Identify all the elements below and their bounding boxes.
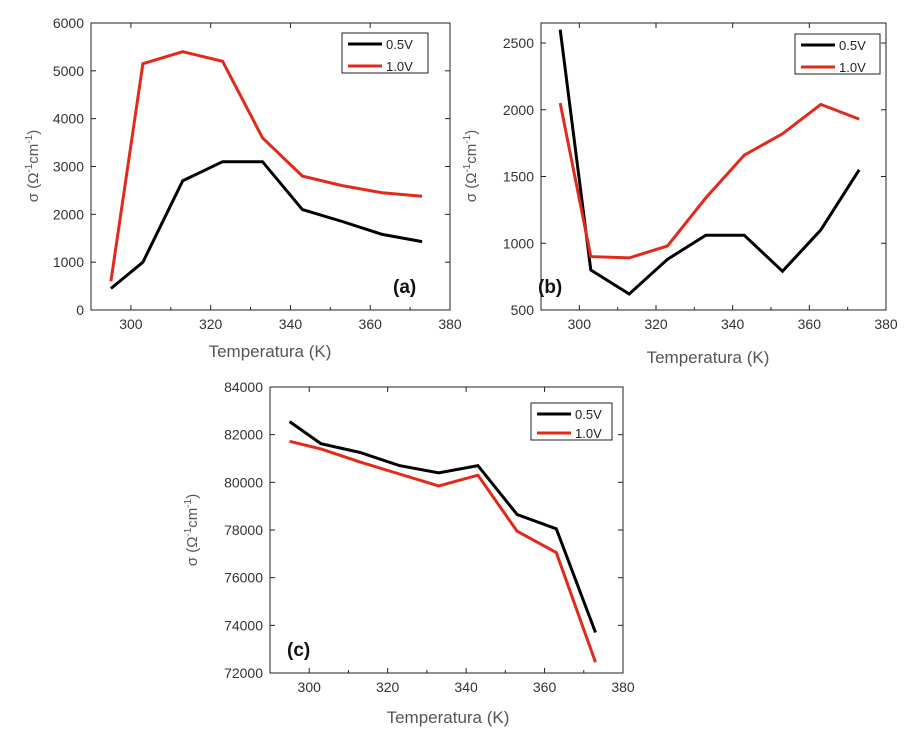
- y-axis-title-close: ): [184, 494, 201, 499]
- legend-label: 1.0V: [575, 426, 602, 441]
- legend-box: [794, 33, 881, 75]
- x-tick-label: 300: [119, 316, 143, 332]
- x-axis-title: Temperatura (K): [647, 348, 770, 367]
- x-tick-label: 380: [611, 679, 635, 695]
- plot-frame: [540, 22, 887, 311]
- legend-label: 0.5V: [839, 38, 866, 53]
- y-axis-title-sup1: -1: [183, 527, 194, 536]
- y-axis-title-mid: cm: [184, 508, 201, 528]
- y-tick-label: 2000: [53, 206, 84, 222]
- x-tick-label: 340: [454, 679, 478, 695]
- y-tick-label: 1000: [53, 254, 84, 270]
- y-axis-title-sup2: -1: [24, 134, 35, 143]
- y-tick-label: 78000: [224, 522, 263, 538]
- y-tick-label: 1500: [503, 169, 534, 185]
- panel-label: (b): [538, 277, 562, 298]
- x-tick-label: 360: [533, 679, 557, 695]
- y-tick-label: 2500: [503, 35, 534, 51]
- series-line-0-5V: [558, 29, 861, 296]
- legend-label: 0.5V: [575, 407, 602, 422]
- chart-panel-3: 300 320 340 360 380 72000 74000 76000 78000 80000…: [183, 379, 635, 727]
- y-tick-label: 80000: [224, 474, 263, 490]
- y-tick-label: 76000: [224, 570, 263, 586]
- series-line-0-5V: [109, 160, 423, 290]
- chart-panel-2: 300 320 340 360 380 500 1000 1500 2000 2500 0.5V 1.…: [462, 22, 898, 367]
- legend-label: 1.0V: [839, 60, 866, 75]
- x-tick-label: 320: [644, 316, 668, 332]
- x-tick-label: 340: [721, 316, 745, 332]
- x-tick-label: 320: [199, 316, 223, 332]
- y-axis-title-mid: cm: [463, 144, 480, 164]
- y-tick-label: 0: [76, 302, 84, 318]
- legend: 0.5V 1.0V: [794, 33, 881, 75]
- x-tick-label: 380: [874, 316, 898, 332]
- x-tick-label: 360: [359, 316, 383, 332]
- y-axis-title-sup1: -1: [462, 163, 473, 172]
- y-axis-title-sup1: -1: [24, 163, 35, 172]
- legend: 0.5V 1.0V: [530, 402, 613, 441]
- y-axis-title: σ (Ω-1cm-1): [462, 130, 480, 202]
- series-line-1-0V: [109, 50, 423, 282]
- x-tick-label: 300: [568, 316, 592, 332]
- series-line-1-0V: [558, 102, 860, 260]
- y-axis-title-sup2: -1: [462, 134, 473, 143]
- y-tick-label: 500: [511, 302, 535, 318]
- series-line-1-0V: [289, 439, 597, 663]
- y-tick-label: 3000: [53, 159, 84, 175]
- legend-label: 0.5V: [386, 37, 413, 52]
- y-axis-title-symbol: σ (Ω: [184, 537, 201, 567]
- y-tick-label: 72000: [224, 665, 263, 681]
- y-tick-label: 4000: [53, 111, 84, 127]
- y-tick-label: 1000: [503, 235, 534, 251]
- panel-label: (a): [393, 277, 416, 298]
- x-tick-label: 300: [298, 679, 322, 695]
- x-tick-label: 340: [279, 316, 303, 332]
- y-tick-label: 84000: [224, 379, 263, 395]
- y-axis-title-symbol: σ (Ω: [25, 173, 42, 203]
- chart-panels: 300 320 340 360 380 0 1000 2000 3000 4000 5000 6000…: [24, 15, 898, 727]
- x-axis-title: Temperatura (K): [387, 708, 510, 727]
- y-axis-title: σ (Ω-1cm-1): [183, 494, 201, 566]
- series-line-0-5V: [288, 420, 597, 634]
- y-tick-label: 82000: [224, 427, 263, 443]
- x-tick-label: 380: [438, 316, 462, 332]
- x-tick-label: 320: [376, 679, 400, 695]
- legend-label: 1.0V: [386, 59, 413, 74]
- y-axis-title-mid: cm: [25, 144, 42, 164]
- y-axis-title-close: ): [25, 130, 42, 135]
- x-tick-label: 360: [798, 316, 822, 332]
- legend: 0.5V 1.0V: [341, 32, 429, 74]
- y-tick-label: 74000: [224, 617, 263, 633]
- chart-panel-1: 300 320 340 360 380 0 1000 2000 3000 4000 5000 6000…: [24, 15, 462, 361]
- x-axis-title: Temperatura (K): [209, 342, 332, 361]
- panel-label: (c): [287, 640, 310, 661]
- y-tick-label: 6000: [53, 15, 84, 31]
- y-axis-title-symbol: σ (Ω: [463, 173, 480, 203]
- y-tick-label: 5000: [53, 63, 84, 79]
- y-axis-title-close: ): [463, 130, 480, 135]
- y-axis-title: σ (Ω-1cm-1): [24, 130, 42, 202]
- y-tick-label: 2000: [503, 102, 534, 118]
- y-axis-title-sup2: -1: [183, 498, 194, 507]
